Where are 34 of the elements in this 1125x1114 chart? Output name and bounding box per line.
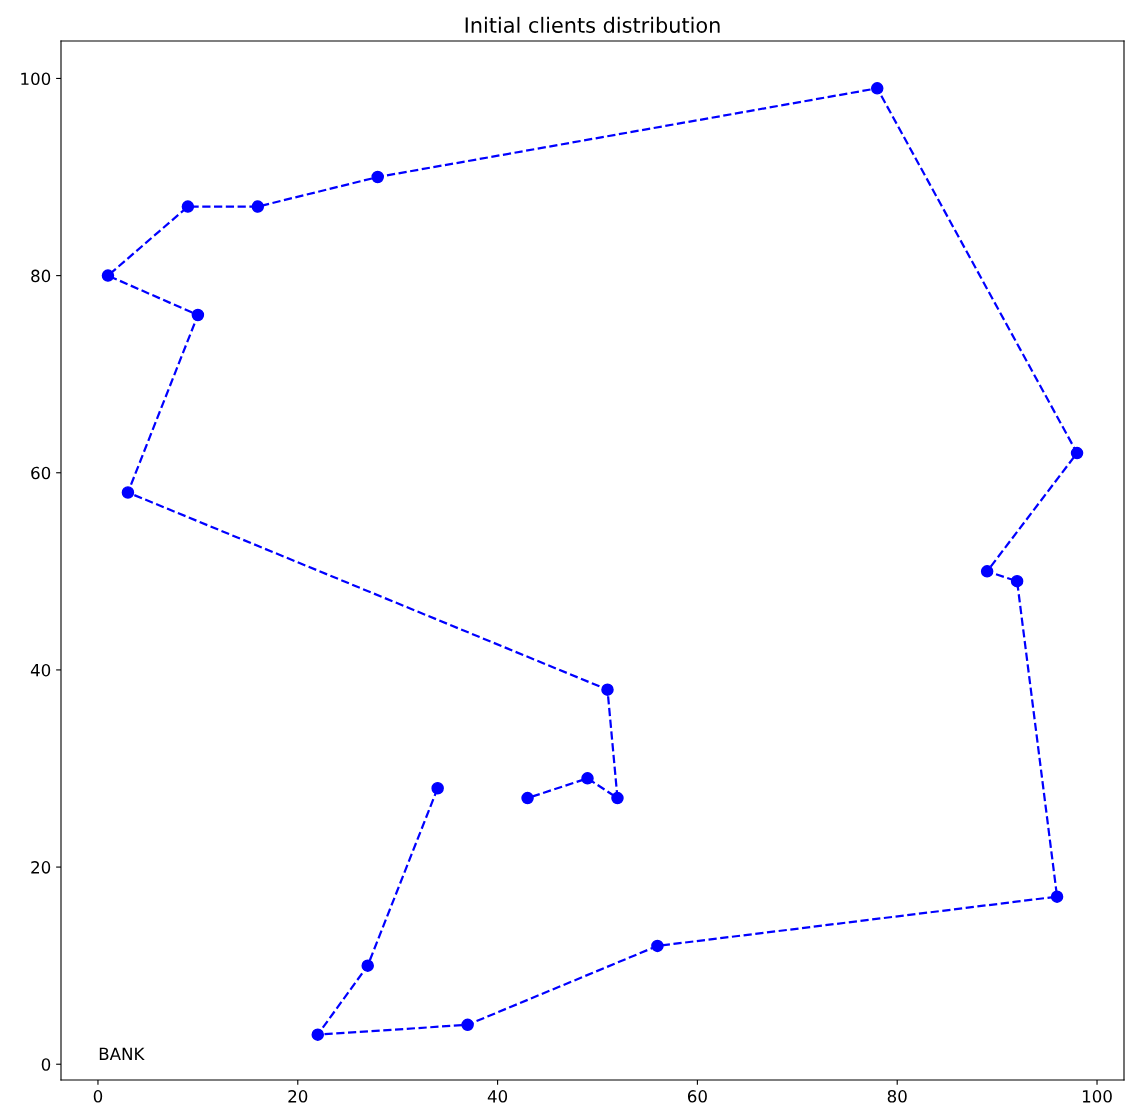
point [361,959,374,972]
point [581,772,594,785]
point [101,269,115,282]
x-tick-label: 60 [687,1090,707,1103]
point [121,486,135,499]
y-tick-label: 80 [31,269,51,283]
x-tick-label: 40 [487,1090,508,1103]
point [651,939,664,953]
point [1070,446,1084,460]
point [371,170,384,184]
x-tick-label: 100 [1082,1090,1112,1103]
point [191,308,205,322]
y-tick-label: 0 [41,1058,51,1071]
y-tick-label: 40 [30,663,51,677]
point [461,1018,474,1032]
point [611,791,624,805]
point [251,200,265,213]
point [521,791,534,805]
x-tick-label: 80 [887,1090,907,1103]
annotation: BANK [99,1047,145,1060]
x-tick-label: 0 [93,1090,103,1103]
point [601,683,614,696]
point [181,200,195,213]
point [870,82,884,95]
point [980,565,994,578]
y-tick-label: 60 [31,466,51,480]
chart-title: Initial clients distribution [465,16,720,33]
y-tick-label: 20 [31,861,51,874]
point [1010,574,1024,588]
x-tick-label: 20 [288,1090,308,1103]
point [1050,890,1064,903]
y-tick-label: 100 [21,72,51,86]
point [311,1028,325,1041]
point [431,781,444,795]
